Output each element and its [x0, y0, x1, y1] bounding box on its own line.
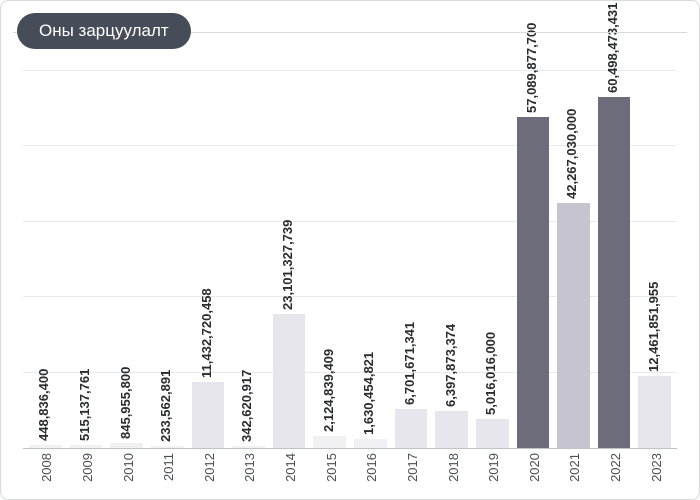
x-tick-label: 2019 [486, 453, 501, 482]
bars-container: 448,836,400 515,137,761 845,955,800 233,562… [23, 71, 677, 448]
x-axis: 2008 2009 2010 2011 2012 2013 2014 2015 2016 2017… [23, 453, 677, 491]
bar-slot: 342,620,917 [232, 71, 265, 448]
bar-value-label: 2,124,839,409 [321, 349, 336, 432]
bar-value-label: 6,701,671,341 [402, 322, 417, 405]
bar: 1,630,454,821 [354, 439, 387, 448]
x-tick: 2023 [638, 453, 671, 491]
bar-slot: 5,016,016,000 [476, 71, 509, 448]
x-tick-label: 2009 [80, 453, 95, 482]
bar: 57,089,877,700 [517, 117, 550, 448]
x-tick: 2019 [476, 453, 509, 491]
bar: 342,620,917 [232, 446, 265, 448]
bar: 12,461,851,955 [638, 376, 671, 448]
bar-value-label: 23,101,327,739 [280, 220, 295, 310]
x-tick-label: 2014 [283, 453, 298, 482]
x-tick: 2021 [557, 453, 590, 491]
chart-card: Оны зарцуулалт 448,836,400 515,137,761 845… [0, 0, 700, 500]
x-tick: 2022 [598, 453, 631, 491]
bar: 60,498,473,431 [598, 97, 631, 448]
bar-value-label: 11,432,720,458 [199, 288, 214, 378]
bar-value-label: 6,397,873,374 [443, 324, 458, 407]
bar-slot: 845,955,800 [110, 71, 143, 448]
bar: 5,016,016,000 [476, 419, 509, 448]
bar-slot: 57,089,877,700 [517, 71, 550, 448]
x-tick-label: 2010 [121, 453, 136, 482]
x-tick: 2008 [29, 453, 62, 491]
bar: 6,701,671,341 [395, 409, 428, 448]
bar-slot: 515,137,761 [70, 71, 103, 448]
x-tick-label: 2020 [527, 453, 542, 482]
bar-slot: 11,432,720,458 [192, 71, 225, 448]
x-tick: 2020 [517, 453, 550, 491]
x-tick-label: 2016 [364, 453, 379, 482]
bar-slot: 2,124,839,409 [313, 71, 346, 448]
bar: 11,432,720,458 [192, 382, 225, 448]
bar-value-label: 5,016,016,000 [483, 332, 498, 415]
x-tick: 2016 [354, 453, 387, 491]
bar-slot: 23,101,327,739 [273, 71, 306, 448]
bar: 6,397,873,374 [435, 411, 468, 448]
bar: 23,101,327,739 [273, 314, 306, 448]
x-tick-label: 2023 [649, 453, 664, 482]
bar-value-label: 515,137,761 [77, 369, 92, 441]
x-tick: 2018 [435, 453, 468, 491]
bar: 515,137,761 [70, 445, 103, 448]
x-tick-label: 2012 [202, 453, 217, 482]
bar-slot: 233,562,891 [151, 71, 184, 448]
x-tick: 2011 [151, 453, 184, 491]
x-tick: 2017 [395, 453, 428, 491]
x-tick: 2012 [192, 453, 225, 491]
x-tick-label: 2021 [567, 453, 582, 482]
x-tick-label: 2013 [242, 453, 257, 482]
plot-area: 448,836,400 515,137,761 845,955,800 233,562… [23, 71, 677, 449]
bar: 448,836,400 [29, 445, 62, 448]
x-tick-label: 2022 [608, 453, 623, 482]
bar-value-label: 60,498,473,431 [605, 3, 620, 93]
bar-value-label: 42,267,030,000 [564, 108, 579, 198]
bar-slot: 12,461,851,955 [638, 71, 671, 448]
bar-slot: 6,701,671,341 [395, 71, 428, 448]
bar-slot: 42,267,030,000 [557, 71, 590, 448]
x-tick-label: 2011 [161, 453, 176, 481]
x-tick-label: 2017 [405, 453, 420, 482]
bar-slot: 448,836,400 [29, 71, 62, 448]
bar-value-label: 1,630,454,821 [361, 351, 376, 434]
chart-title-pill: Оны зарцуулалт [17, 13, 191, 49]
chart-title: Оны зарцуулалт [39, 21, 169, 40]
x-tick: 2015 [313, 453, 346, 491]
bar-value-label: 342,620,917 [239, 370, 254, 442]
bar-slot: 60,498,473,431 [598, 71, 631, 448]
bar: 42,267,030,000 [557, 203, 590, 448]
bar-value-label: 845,955,800 [118, 367, 133, 439]
x-tick: 2013 [232, 453, 265, 491]
x-tick: 2010 [110, 453, 143, 491]
bar-value-label: 448,836,400 [36, 369, 51, 441]
bar-slot: 6,397,873,374 [435, 71, 468, 448]
x-tick-label: 2018 [446, 453, 461, 482]
bar: 2,124,839,409 [313, 436, 346, 448]
bar-value-label: 233,562,891 [158, 370, 173, 442]
x-tick-label: 2015 [324, 453, 339, 482]
bar: 233,562,891 [151, 446, 184, 448]
x-tick: 2009 [70, 453, 103, 491]
bar-value-label: 57,089,877,700 [524, 23, 539, 113]
x-tick: 2014 [273, 453, 306, 491]
x-tick-label: 2008 [39, 453, 54, 482]
bar: 845,955,800 [110, 443, 143, 448]
bar-value-label: 12,461,851,955 [646, 281, 661, 371]
bar-slot: 1,630,454,821 [354, 71, 387, 448]
